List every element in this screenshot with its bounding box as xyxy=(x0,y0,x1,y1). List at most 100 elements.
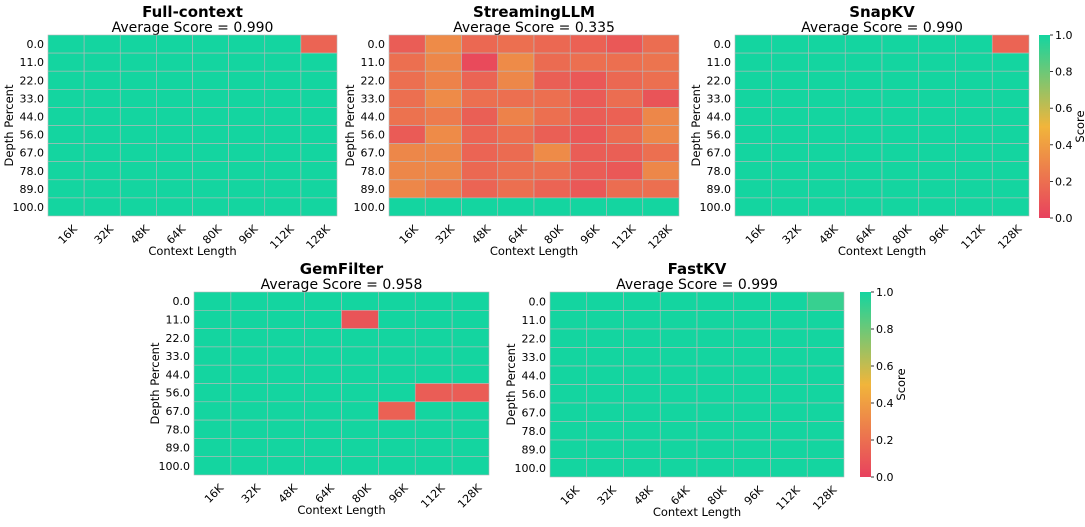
panel-0-cell-r1-c2 xyxy=(119,52,157,72)
panel-4-cell-r1-c4 xyxy=(696,310,735,330)
panel-3-ytick: 56.0 xyxy=(166,387,191,400)
panel-1-cell-r2-c5 xyxy=(569,70,607,90)
panel-0-cell-r5-c2 xyxy=(119,125,157,144)
panel-2-ytick: 44.0 xyxy=(707,110,732,123)
panel-4-cell-r6-c0 xyxy=(549,402,588,422)
panel-1-cell-r3-c2 xyxy=(461,89,499,108)
panel-1-ylabel: Depth Percent xyxy=(343,84,357,166)
panel-2-cell-r2-c5 xyxy=(918,70,956,90)
panel-4-xlabel: Context Length xyxy=(653,505,741,519)
panel-0-cell-r7-c0 xyxy=(47,161,85,181)
panel-1-cell-r4-c1 xyxy=(424,107,462,126)
panel-2-cell-r8-c6 xyxy=(955,179,993,199)
panel-3-cell-r6-c4 xyxy=(341,401,379,421)
panel-0-cell-r4-c0 xyxy=(47,107,85,126)
panel-3-cell-r9-c6 xyxy=(414,456,453,476)
panel-1-cell-r5-c1 xyxy=(424,125,462,144)
panel-0-cell-r7-c4 xyxy=(192,161,229,181)
panel-0-cell-r8-c2 xyxy=(119,179,157,199)
panel-3-cell-r3-c2 xyxy=(267,346,305,366)
panel-1-cell-r4-c2 xyxy=(461,107,499,126)
panel-2-cell-r8-c1 xyxy=(771,179,809,199)
panel-3-cell-r9-c5 xyxy=(378,456,416,476)
panel-4-colorbar-tick: 0.6 xyxy=(876,360,894,373)
panel-0-cell-r8-c0 xyxy=(47,179,85,199)
panel-4-cell-r1-c3 xyxy=(659,310,698,330)
panel-3-cell-r7-c0 xyxy=(193,419,232,439)
panel-4-cell-r5-c0 xyxy=(549,384,588,404)
panel-0-cell-r5-c0 xyxy=(47,125,85,144)
panel-1-cell-r7-c7 xyxy=(642,161,680,181)
panel-3-cell-r3-c0 xyxy=(193,346,232,366)
panel-1-xlabel: Context Length xyxy=(490,244,578,258)
panel-0-cell-r9-c6 xyxy=(264,197,302,217)
panel-3-cell-r1-c4 xyxy=(341,309,379,329)
panel-1-cell-r5-c4 xyxy=(533,125,571,144)
panel-1-cell-r1-c1 xyxy=(424,52,462,72)
panel-0-cell-r7-c7 xyxy=(300,161,338,181)
panel-0-cell-r4-c7 xyxy=(300,107,338,126)
panel-4-cell-r3-c1 xyxy=(586,347,624,367)
panel-3-cell-r6-c0 xyxy=(193,401,232,421)
panel-4-cell-r2-c6 xyxy=(770,328,808,348)
panel-2-cell-r6-c7 xyxy=(991,143,1030,163)
panel-1-cell-r8-c4 xyxy=(533,179,571,199)
panel-3-cell-r6-c1 xyxy=(230,401,269,421)
panel-4-cell-r4-c3 xyxy=(659,365,698,385)
panel-3-cell-r6-c3 xyxy=(304,401,342,421)
panel-1-cell-r1-c2 xyxy=(461,52,499,72)
panel-2-xtick: 128K xyxy=(995,222,1025,252)
panel-2-cell-r9-c5 xyxy=(918,197,956,217)
panel-4-cell-r2-c2 xyxy=(623,328,661,348)
panel-3-cell-r5-c1 xyxy=(230,383,269,403)
panel-2-cell-r4-c7 xyxy=(991,107,1030,126)
panel-0-cell-r7-c3 xyxy=(156,161,193,181)
panel-3-ytick: 100.0 xyxy=(159,460,191,473)
panel-4-cell-r2-c5 xyxy=(733,328,771,348)
panel-1-cell-r8-c6 xyxy=(606,179,644,199)
panel-3-cell-r1-c3 xyxy=(304,309,342,329)
panel-1-cell-r8-c3 xyxy=(497,179,535,199)
panel-2-colorbar xyxy=(1039,35,1050,218)
panel-2-xtick: 16K xyxy=(743,222,768,247)
panel-1-cell-r0-c3 xyxy=(497,34,535,54)
panel-4-cell-r8-c3 xyxy=(659,439,698,459)
panel-2-cell-r1-c2 xyxy=(808,52,846,72)
panel-0-cell-r3-c2 xyxy=(119,89,157,108)
panel-0-cell-r1-c6 xyxy=(264,52,302,72)
panel-2-cell-r5-c5 xyxy=(918,125,956,144)
panel-1-xtick: 112K xyxy=(609,222,639,252)
panel-3-cell-r7-c3 xyxy=(304,419,342,439)
panel-0-cell-r4-c4 xyxy=(192,107,229,126)
panel-2-xtick: 96K xyxy=(927,222,952,247)
panel-2-cell-r4-c5 xyxy=(918,107,956,126)
panel-4-cell-r8-c4 xyxy=(696,439,735,459)
panel-3-cell-r3-c5 xyxy=(378,346,416,366)
panel-1-cell-r8-c0 xyxy=(388,179,426,199)
panel-2-cell-r5-c0 xyxy=(734,125,773,144)
panel-1-cell-r0-c5 xyxy=(569,34,607,54)
panel-0-cell-r2-c5 xyxy=(228,70,266,90)
panel-2-cell-r3-c1 xyxy=(771,89,809,108)
panel-2-ytick: 67.0 xyxy=(707,147,732,160)
panel-0-cell-r7-c2 xyxy=(119,161,157,181)
panel-4-cell-r9-c6 xyxy=(770,458,808,478)
panel-3-cell-r9-c4 xyxy=(341,456,379,476)
panel-4-ytick: 11.0 xyxy=(522,314,547,327)
panel-3-cell-r0-c2 xyxy=(267,291,305,311)
panel-4-cell-r7-c4 xyxy=(696,421,735,441)
panel-4-cell-r5-c4 xyxy=(696,384,735,404)
panel-2-cell-r2-c0 xyxy=(734,70,773,90)
panel-2-colorbar-label: Score xyxy=(1073,110,1085,142)
panel-2-cell-r7-c7 xyxy=(991,161,1030,181)
panel-3-cell-r0-c4 xyxy=(341,291,379,311)
panel-2-cell-r8-c2 xyxy=(808,179,846,199)
panel-3-cell-r9-c2 xyxy=(267,456,305,476)
panel-3-cell-r0-c1 xyxy=(230,291,269,311)
panel-4-cell-r7-c5 xyxy=(733,421,771,441)
panel-0-cell-r5-c4 xyxy=(192,125,229,144)
panel-1-cell-r2-c7 xyxy=(642,70,680,90)
panel-1-cell-r7-c0 xyxy=(388,161,426,181)
panel-2-cell-r6-c3 xyxy=(844,143,883,163)
